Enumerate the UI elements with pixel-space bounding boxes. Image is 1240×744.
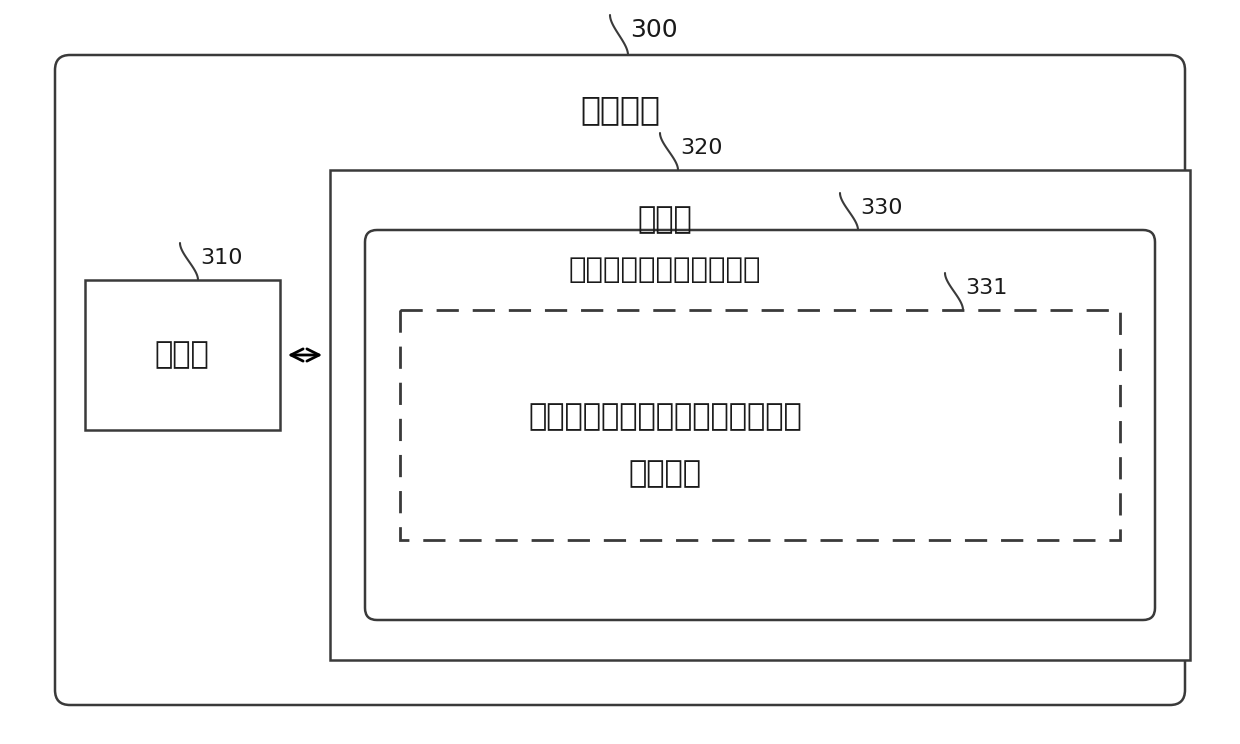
Text: 电子设备: 电子设备 <box>580 94 660 126</box>
Text: 存储程序代码的存储空间: 存储程序代码的存储空间 <box>569 256 761 284</box>
Text: 320: 320 <box>680 138 723 158</box>
FancyBboxPatch shape <box>55 55 1185 705</box>
Text: 处理器: 处理器 <box>155 341 210 370</box>
FancyBboxPatch shape <box>401 310 1120 540</box>
Text: 310: 310 <box>200 248 243 268</box>
Text: 300: 300 <box>630 18 677 42</box>
FancyBboxPatch shape <box>365 230 1154 620</box>
FancyBboxPatch shape <box>86 280 280 430</box>
Text: 330: 330 <box>861 198 903 218</box>
Text: 存储器: 存储器 <box>637 205 692 234</box>
Text: 331: 331 <box>965 278 1007 298</box>
Text: 用于执行根据本发明的方法步骤的
程序代码: 用于执行根据本发明的方法步骤的 程序代码 <box>528 403 802 488</box>
FancyBboxPatch shape <box>330 170 1190 660</box>
